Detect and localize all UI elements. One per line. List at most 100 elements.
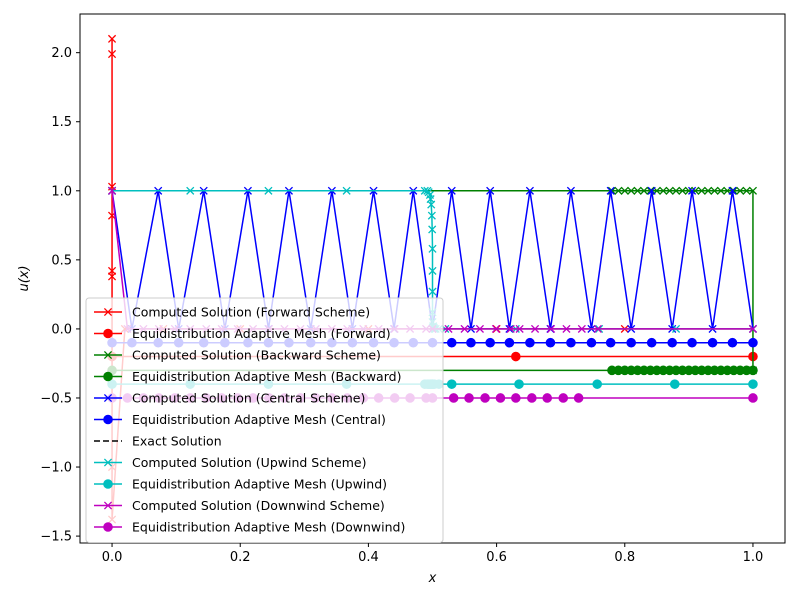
equidistribution-adaptive-mesh-downwind-point [495,393,506,403]
computed-solution-backward-scheme-point [633,186,642,195]
equidistribution-adaptive-mesh-downwind-point [480,393,490,403]
legend-point [103,350,113,360]
computed-solution-downwind-scheme-point [547,324,556,333]
y-tick-label: 1.5 [51,115,72,130]
computed-solution-central-scheme-point [606,186,615,195]
equidistribution-adaptive-mesh-downwind-point [448,393,459,403]
computed-solution-backward-scheme-point [620,186,629,195]
computed-solution-upwind-scheme-point [428,266,437,275]
computed-solution-downwind-scheme-point [530,324,540,333]
equidistribution-adaptive-mesh-upwind-point [514,379,524,389]
x-tick-label: 0.4 [358,550,379,565]
equidistribution-adaptive-mesh-downwind-point [511,393,521,403]
legend-point [103,393,113,403]
y-tick-label: 0.0 [51,322,72,337]
equidistribution-adaptive-mesh-central-point [504,337,515,348]
legend-label: Computed Solution (Upwind Scheme) [132,455,366,470]
legend-item-equidistribution-adaptive-mesh-downwind: Equidistribution Adaptive Mesh (Downwind… [94,520,405,535]
computed-solution-downwind-scheme-point [475,324,484,333]
computed-solution-backward-scheme-point [748,186,758,195]
equidistribution-adaptive-mesh-central-point [605,337,616,348]
computed-solution-forward-scheme-point [107,49,117,59]
computed-solution-upwind-scheme-point [186,186,195,195]
legend: Computed Solution (Forward Scheme) Equidi… [85,297,444,543]
computed-solution-backward-scheme-point [627,186,636,195]
legend-item-exact-solution: Exact Solution [94,434,222,449]
computed-solution-backward-scheme-point [729,186,738,195]
computed-solution-backward-scheme-point [736,186,745,195]
series-equidistribution-adaptive-mesh-backward [107,365,758,376]
equidistribution-adaptive-mesh-upwind-point [592,379,603,389]
computed-solution-backward-scheme-point [697,186,706,195]
computed-solution-forward-scheme-point [107,272,117,281]
equidistribution-adaptive-mesh-central-point [748,337,758,348]
equidistribution-adaptive-mesh-central-point [466,337,476,348]
legend-label: Computed Solution (Backward Scheme) [132,348,381,363]
computed-solution-backward-scheme-point [710,186,719,195]
computed-solution-upwind-scheme-point [342,186,351,195]
equidistribution-adaptive-mesh-backward-point [748,365,758,376]
equidistribution-adaptive-mesh-downwind-point [542,393,553,403]
computed-solution-downwind-scheme-point [107,186,117,195]
computed-solution-downwind-scheme-point [593,324,602,333]
legend-item-computed-solution-backward-scheme: Computed Solution (Backward Scheme) [94,348,381,363]
computed-solution-upwind-scheme-point [427,200,436,209]
equidistribution-adaptive-mesh-central-point [566,337,576,348]
legend-label: Computed Solution (Downwind Scheme) [132,498,385,513]
equidistribution-adaptive-mesh-downwind-point [573,393,584,403]
legend-point [103,371,113,382]
equidistribution-adaptive-mesh-central-point [727,337,738,348]
equidistribution-adaptive-mesh-downwind-point [558,393,569,403]
computed-solution-upwind-scheme-point [428,244,437,253]
legend-label: Computed Solution (Forward Scheme) [132,305,370,320]
legend-item-equidistribution-adaptive-mesh-forward: Equidistribution Adaptive Mesh (Forward) [94,326,391,341]
computed-solution-downwind-scheme-point [460,324,469,333]
legend-item-computed-solution-central-scheme: Computed Solution (Central Scheme) [94,391,365,406]
legend-item-equidistribution-adaptive-mesh-backward: Equidistribution Adaptive Mesh (Backward… [94,369,401,384]
equidistribution-adaptive-mesh-central-point [646,337,657,348]
legend-point [103,522,113,532]
computed-solution-central-scheme-point [566,186,575,195]
computed-solution-downwind-scheme-point [562,324,571,333]
computed-solution-central-scheme-point [728,186,737,195]
y-tick-label: −0.5 [40,391,72,406]
x-tick-label: 0.8 [614,550,635,565]
computed-solution-backward-scheme-point [639,186,649,195]
x-tick-label: 0.0 [102,550,123,565]
equidistribution-adaptive-mesh-central-point [545,337,556,348]
series-computed-solution-backward-scheme [107,186,758,375]
x-axis-label: x [428,571,437,586]
equidistribution-adaptive-mesh-central-point [667,337,678,348]
x-tick-label: 0.6 [486,550,507,565]
computed-solution-downwind-scheme-point [515,324,524,333]
computed-solution-downwind-scheme-point [506,324,515,333]
y-tick-label: 0.5 [51,253,72,268]
computed-solution-backward-scheme-point [704,186,713,195]
legend-point [103,328,113,339]
computed-solution-backward-scheme-point [646,186,655,195]
computed-solution-central-scheme-point [647,186,656,195]
computed-solution-backward-scheme-point [678,186,687,195]
legend-point [103,307,113,317]
equidistribution-adaptive-mesh-upwind-point [446,379,457,389]
computed-solution-downwind-scheme-point [748,324,758,333]
computed-solution-central-scheme-point [447,186,456,195]
computed-solution-downwind-scheme-point [491,324,501,333]
computed-solution-backward-scheme-point [665,186,674,195]
legend-label: Equidistribution Adaptive Mesh (Forward) [132,326,391,341]
legend-label: Computed Solution (Central Scheme) [132,391,365,406]
legend-frame [85,297,444,543]
equidistribution-adaptive-mesh-upwind-point [669,379,680,389]
equidistribution-adaptive-mesh-downwind-point [527,393,537,403]
legend-item-equidistribution-adaptive-mesh-central: Equidistribution Adaptive Mesh (Central) [94,412,386,427]
computed-solution-forward-scheme-point [107,34,117,43]
equidistribution-adaptive-mesh-central-point [525,337,535,348]
equidistribution-adaptive-mesh-upwind-point [748,379,758,389]
equidistribution-adaptive-mesh-central-point [446,337,457,348]
equidistribution-adaptive-mesh-forward-point [511,351,521,362]
x-tick-label: 1.0 [743,550,764,565]
legend-label: Equidistribution Adaptive Mesh (Downwind… [132,520,405,535]
y-tick-label: 2.0 [51,46,72,61]
computed-solution-upwind-scheme-point [427,211,436,220]
